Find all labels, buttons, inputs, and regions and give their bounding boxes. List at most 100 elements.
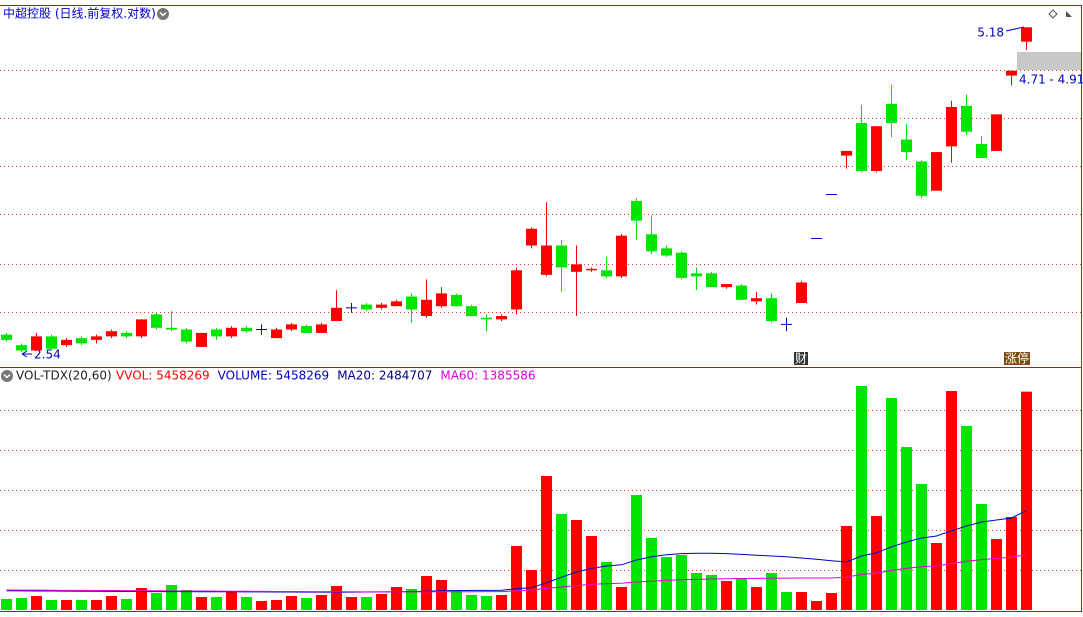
moving-average-line bbox=[6, 554, 1027, 593]
volume-bar bbox=[646, 538, 657, 610]
volume-bar bbox=[1006, 517, 1017, 610]
candle-body bbox=[166, 327, 177, 330]
candle-body bbox=[211, 329, 222, 337]
volume-bar bbox=[946, 391, 957, 610]
candle-body bbox=[946, 106, 957, 147]
candle-body bbox=[226, 327, 237, 337]
volume-bar bbox=[631, 495, 642, 610]
volume-bar bbox=[376, 594, 387, 610]
candle-body bbox=[106, 331, 117, 337]
legend-entry: VOLUME: 5458269 bbox=[218, 369, 330, 383]
candle-body bbox=[1021, 27, 1032, 42]
volume-bar bbox=[691, 573, 702, 610]
volume-bar bbox=[301, 598, 312, 610]
candle-body bbox=[481, 317, 492, 320]
legend-entry: MA20: 2484707 bbox=[337, 369, 432, 383]
menu-icon[interactable] bbox=[1, 370, 13, 382]
marker-box[interactable] bbox=[794, 352, 808, 365]
candle-body bbox=[436, 293, 447, 307]
candle-body bbox=[796, 282, 807, 303]
volume-bar bbox=[406, 589, 417, 610]
annotation: 5.18 bbox=[977, 26, 1004, 40]
volume-bar bbox=[391, 587, 402, 610]
candle-body bbox=[136, 319, 147, 337]
volume-bar bbox=[916, 484, 927, 610]
volume-bar bbox=[481, 596, 492, 610]
candle-body bbox=[661, 248, 672, 256]
chart-title: 中超控股 (日线.前复权.对数) bbox=[3, 6, 156, 21]
candle-body bbox=[526, 228, 537, 246]
candle-body bbox=[1006, 70, 1017, 76]
annotation: 2.54 bbox=[34, 348, 61, 362]
candle-body bbox=[601, 270, 612, 277]
volume-bar bbox=[571, 520, 582, 610]
candle-body bbox=[316, 324, 327, 333]
volume-bar bbox=[136, 588, 147, 610]
volume-bar bbox=[421, 576, 432, 610]
candle-body bbox=[886, 103, 897, 123]
candle-body bbox=[901, 139, 912, 153]
diamond-icon[interactable] bbox=[1048, 9, 1058, 19]
volume-bar bbox=[601, 562, 612, 610]
candle-body bbox=[76, 338, 87, 344]
volume-bar bbox=[436, 580, 447, 610]
marker: 财 bbox=[795, 352, 807, 366]
candle-body bbox=[46, 336, 57, 349]
marker: 涨停 bbox=[1005, 351, 1029, 366]
candle-body bbox=[721, 284, 732, 288]
candle-body bbox=[406, 296, 417, 310]
candle-body bbox=[706, 273, 717, 288]
volume-bar bbox=[901, 447, 912, 610]
volume-bar bbox=[856, 386, 867, 610]
volume-bar bbox=[796, 592, 807, 610]
volume-bar bbox=[16, 598, 27, 610]
range-highlight bbox=[1017, 52, 1081, 70]
volume-bar bbox=[1021, 391, 1032, 610]
candle-body bbox=[856, 122, 867, 171]
volume-bar bbox=[91, 600, 102, 610]
volume-bar bbox=[316, 595, 327, 610]
candle-body bbox=[961, 105, 972, 132]
candle-body bbox=[241, 327, 252, 332]
candle-body bbox=[646, 234, 657, 252]
volume-bar bbox=[976, 504, 987, 610]
legend: VVOL: 5458269 VOLUME: 5458269 MA20: 248470… bbox=[116, 369, 535, 383]
volume-bar bbox=[211, 597, 222, 610]
volume-bar bbox=[151, 593, 162, 610]
volume-bar bbox=[286, 596, 297, 610]
volume-bar bbox=[751, 587, 762, 610]
candle-body bbox=[466, 306, 477, 317]
candle-body bbox=[31, 336, 42, 351]
candle-body bbox=[271, 329, 282, 339]
volume-bar bbox=[541, 476, 552, 610]
menu-icon[interactable] bbox=[157, 8, 169, 20]
volume-bar bbox=[346, 597, 357, 610]
candle-body bbox=[391, 301, 402, 307]
volume-bar bbox=[661, 557, 672, 610]
candle-body bbox=[991, 114, 1002, 151]
candle-body bbox=[121, 332, 132, 337]
candle-body bbox=[301, 326, 312, 333]
volume-bar bbox=[76, 600, 87, 610]
candle-body bbox=[766, 298, 777, 322]
candle-body bbox=[286, 324, 297, 330]
volume-bar bbox=[241, 597, 252, 610]
volume-bar bbox=[61, 600, 72, 610]
marker-box[interactable] bbox=[1004, 352, 1030, 365]
candle-body bbox=[91, 336, 102, 340]
volume-bar bbox=[556, 514, 567, 610]
candle-body bbox=[736, 285, 747, 300]
candle-body bbox=[421, 299, 432, 317]
candle-body bbox=[16, 345, 27, 351]
candle-body bbox=[361, 304, 372, 310]
volume-bar bbox=[226, 591, 237, 610]
volume-bar bbox=[166, 585, 177, 610]
candle-body bbox=[556, 245, 567, 268]
candle-body bbox=[616, 235, 627, 277]
volume-bar bbox=[781, 592, 792, 610]
candle-body bbox=[1, 334, 12, 340]
moving-average-line bbox=[6, 510, 1027, 593]
corner-icon[interactable] bbox=[1066, 11, 1072, 17]
candle-body bbox=[571, 264, 582, 272]
volume-bar bbox=[46, 600, 57, 610]
